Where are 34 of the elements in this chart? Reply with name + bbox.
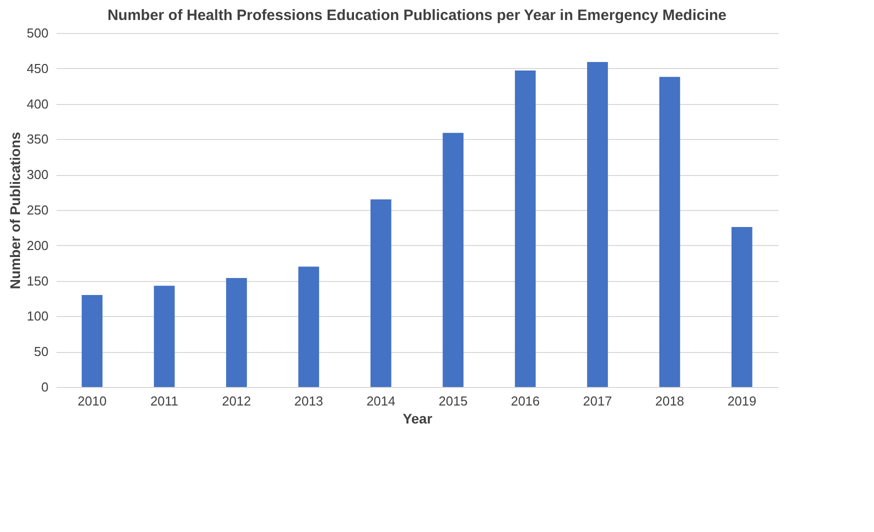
bar	[82, 294, 102, 387]
y-tick-label: 400	[26, 96, 48, 112]
y-tick-label: 200	[26, 238, 48, 253]
y-tick-label: 300	[26, 167, 48, 182]
bar	[154, 286, 175, 387]
bar	[226, 278, 247, 387]
x-tick-label: 2017	[583, 394, 612, 408]
y-tick-label: 50	[34, 344, 48, 360]
y-tick-label: 500	[26, 26, 48, 40]
x-tick-label: 2010	[78, 394, 107, 408]
y-tick-label: 150	[26, 273, 48, 288]
x-tick-label: 2012	[222, 394, 251, 408]
bar	[442, 132, 464, 387]
x-tick-label: 2011	[150, 394, 178, 408]
bar	[732, 226, 752, 387]
chart-title: Number of Health Professions Education Publications per Year in Emergency Medicine	[107, 7, 727, 24]
y-axis-title: Number of Publications	[6, 132, 23, 290]
bar	[587, 62, 608, 387]
x-tick-label: 2014	[366, 394, 396, 408]
bar	[659, 76, 680, 387]
y-tick-label: 100	[26, 308, 48, 324]
bar	[298, 266, 320, 387]
y-tick-label: 0	[41, 380, 48, 394]
y-tick-label: 350	[26, 132, 48, 147]
y-tick-label: 450	[26, 60, 48, 76]
x-tick-label: 2013	[294, 394, 324, 408]
x-tick-label: 2018	[655, 394, 684, 408]
bar	[514, 70, 536, 387]
x-tick-label: 2015	[438, 394, 468, 408]
x-tick-label: 2016	[510, 394, 540, 408]
x-axis-title: Year	[402, 410, 433, 426]
x-tick-label: 2019	[727, 394, 756, 408]
y-tick-label: 250	[26, 202, 48, 218]
bar	[370, 199, 392, 387]
